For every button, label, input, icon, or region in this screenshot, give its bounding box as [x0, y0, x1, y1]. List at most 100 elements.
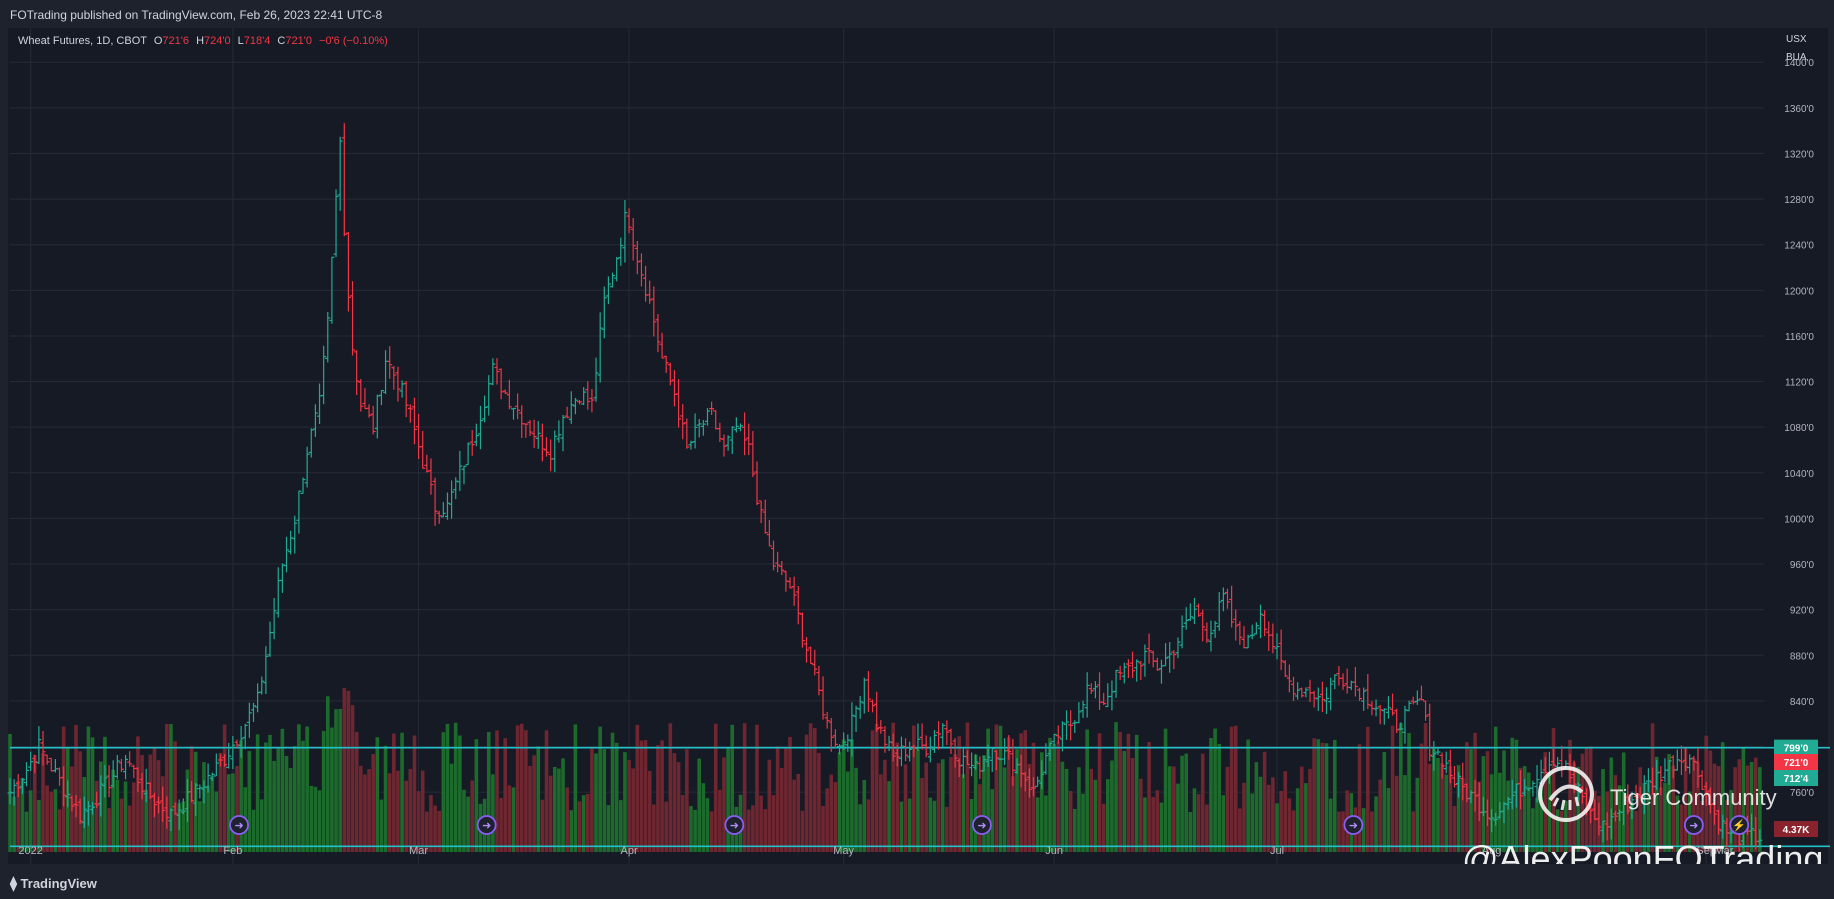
volume-bar	[594, 753, 598, 852]
volume-bar	[74, 724, 78, 852]
volume-bar	[610, 732, 615, 852]
volume-bar	[1436, 757, 1440, 852]
x-tick-label: Aug	[1482, 845, 1502, 857]
volume-bar	[1444, 774, 1449, 852]
y-tick-label: 1040'0	[1784, 469, 1814, 480]
volume-bar	[412, 735, 417, 852]
volume-bar	[1225, 766, 1230, 852]
volume-bar	[1626, 794, 1630, 852]
volume-bar	[1659, 787, 1663, 852]
volume-bar	[292, 745, 297, 852]
volume-bar	[1696, 762, 1700, 852]
volume-bar	[1733, 767, 1737, 852]
volume-bar	[887, 781, 891, 852]
volume-bar	[759, 795, 763, 852]
tiger-logo-icon	[1538, 766, 1594, 822]
volume-bar	[1758, 767, 1762, 852]
close-value: 721'0	[285, 35, 312, 47]
volume-bar	[325, 696, 330, 852]
volume-bar	[1180, 755, 1184, 852]
volume-bar	[1456, 765, 1461, 852]
volume-bar	[870, 730, 875, 852]
price-label-box	[1774, 821, 1818, 837]
event-glyph: ➜	[1349, 820, 1358, 832]
volume-bar	[400, 732, 404, 852]
volume-bar	[969, 799, 974, 852]
volume-bar	[548, 775, 553, 852]
volume-bar	[528, 765, 532, 852]
volume-bar	[1366, 726, 1370, 852]
volume-bar	[239, 740, 243, 852]
volume-bar	[755, 724, 759, 852]
volume-bar	[1427, 763, 1432, 852]
volume-bar	[1448, 766, 1453, 852]
volume-bar	[1093, 779, 1098, 852]
volume-bar	[606, 805, 611, 852]
volume-bar	[119, 798, 124, 852]
volume-bar	[288, 768, 293, 852]
volume-bar	[916, 749, 920, 852]
volume-bar	[214, 791, 219, 852]
volume-bar	[309, 785, 314, 852]
volume-bar	[350, 705, 355, 852]
volume-bar	[639, 740, 644, 852]
volume-bar	[965, 722, 970, 852]
volume-bar	[313, 786, 318, 852]
volume-bar	[515, 725, 520, 852]
volume-bar	[1134, 734, 1139, 852]
open-label: O	[153, 35, 163, 47]
volume-bar	[845, 771, 850, 852]
volume-bar	[181, 801, 186, 852]
price-label-box	[1774, 754, 1818, 770]
volume-bar	[561, 758, 565, 852]
volume-bar	[581, 795, 586, 852]
volume-bar	[387, 773, 392, 852]
volume-bar	[507, 785, 512, 852]
event-glyph: ⚡	[1732, 819, 1746, 832]
open-value: 721'6	[162, 35, 189, 47]
low-label: L	[237, 35, 244, 47]
volume-bar	[730, 724, 735, 852]
volume-bar	[1266, 784, 1271, 852]
volume-bar	[1324, 743, 1329, 852]
volume-bar	[1332, 739, 1337, 852]
tradingview-icon: ⧫	[10, 875, 17, 891]
volume-bar	[680, 794, 685, 852]
volume-bar	[1378, 779, 1382, 852]
volume-bar	[557, 768, 561, 852]
volume-bar	[1114, 722, 1118, 852]
volume-bar	[693, 809, 697, 852]
volume-bar	[1097, 733, 1102, 852]
volume-bar	[425, 811, 429, 852]
volume-bar	[569, 810, 574, 852]
volume-bar	[53, 789, 58, 852]
volume-bar	[763, 809, 768, 852]
volume-bar	[1246, 739, 1250, 852]
volume-bar	[1035, 797, 1040, 852]
x-tick-label: Jun	[1045, 845, 1063, 857]
volume-bar	[652, 804, 656, 852]
volume-bar	[722, 757, 726, 852]
volume-bar	[1506, 780, 1510, 852]
volume-bar	[540, 799, 545, 852]
volume-bar	[1048, 737, 1052, 852]
volume-bar	[940, 759, 945, 852]
volume-bar	[619, 800, 623, 852]
volume-bar	[817, 752, 821, 852]
event-glyph: ➜	[730, 820, 739, 832]
volume-bar	[1745, 765, 1750, 852]
volume-bar	[1609, 757, 1614, 852]
tradingview-logo[interactable]: ⧫ TradingView	[10, 875, 97, 892]
x-tick-label: Sep	[1696, 845, 1716, 857]
volume-bar	[28, 790, 33, 852]
publisher-text: FOTrading published on TradingView.com, …	[10, 8, 383, 22]
volume-bar	[127, 805, 132, 852]
volume-bar	[1002, 767, 1007, 852]
volume-bar	[1535, 797, 1539, 852]
volume-bar	[1411, 811, 1415, 852]
volume-bar	[643, 740, 648, 852]
volume-bar	[697, 758, 702, 852]
volume-bar	[198, 801, 202, 852]
volume-bar	[973, 754, 978, 852]
volume-bar	[1101, 803, 1106, 852]
